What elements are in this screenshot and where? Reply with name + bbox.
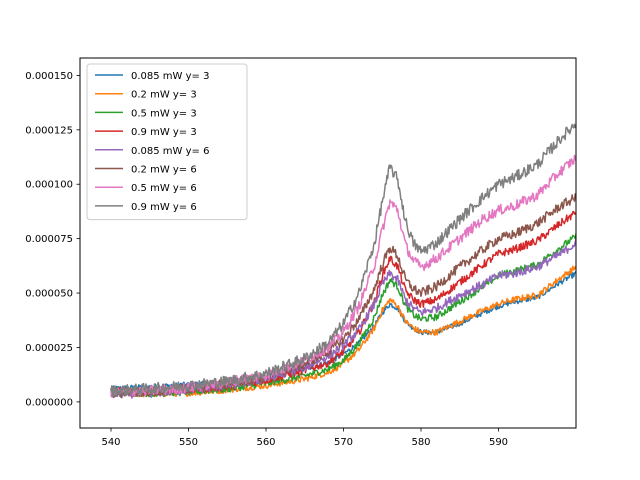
legend-label: 0.9 mW y= 6 <box>131 202 197 213</box>
x-tick-label: 550 <box>179 437 198 448</box>
y-tick-label: 0.000000 <box>25 397 73 408</box>
series-line <box>110 123 576 398</box>
y-tick-label: 0.000025 <box>25 343 73 354</box>
axis-ticks: 540 550 560 570 580 590 0.000000 0.000025 0.0000… <box>25 71 508 448</box>
series-line <box>110 193 576 398</box>
y-tick-label: 0.000125 <box>25 125 73 136</box>
y-tick-label: 0.000100 <box>25 180 73 191</box>
y-tick-label: 0.000150 <box>25 71 73 82</box>
x-tick-label: 570 <box>334 437 353 448</box>
legend-label: 0.2 mW y= 3 <box>131 90 197 101</box>
legend: 0.085 mW y= 3 0.2 mW y= 3 0.5 mW y= 3 0.9 m… <box>86 63 248 221</box>
legend-label: 0.5 mW y= 6 <box>131 183 197 194</box>
legend-box <box>86 63 248 221</box>
series-lines <box>110 123 576 399</box>
legend-label: 0.5 mW y= 3 <box>131 108 197 119</box>
x-tick-label: 560 <box>256 437 275 448</box>
x-tick-label: 580 <box>411 437 430 448</box>
y-tick-label: 0.000075 <box>25 234 73 245</box>
y-tick-label: 0.000050 <box>25 289 73 300</box>
legend-label: 0.2 mW y= 6 <box>131 165 197 176</box>
legend-label: 0.9 mW y= 3 <box>131 127 197 138</box>
x-tick-label: 540 <box>101 437 120 448</box>
legend-label: 0.085 mW y= 3 <box>131 71 209 82</box>
legend-label: 0.085 mW y= 6 <box>131 146 209 157</box>
plot-frame <box>79 57 577 429</box>
series-line <box>110 233 576 398</box>
x-tick-label: 590 <box>489 437 508 448</box>
